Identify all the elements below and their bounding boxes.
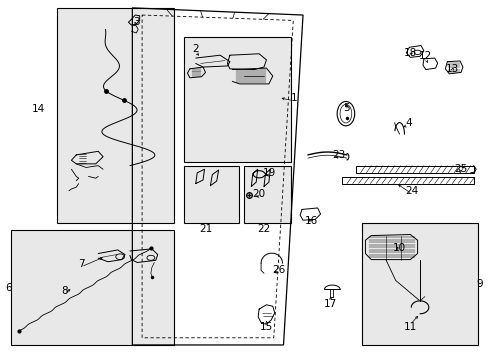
Text: 11: 11: [403, 322, 416, 332]
Text: 8: 8: [61, 286, 67, 296]
Text: 16: 16: [305, 216, 318, 226]
Text: 4: 4: [404, 118, 411, 128]
Text: 20: 20: [252, 189, 265, 199]
Text: 10: 10: [392, 243, 406, 253]
Text: 21: 21: [199, 225, 212, 234]
Text: 26: 26: [271, 265, 285, 275]
Bar: [11, 230, 173, 345]
Text: 25: 25: [453, 164, 467, 174]
Text: 15: 15: [260, 322, 273, 332]
Text: 12: 12: [418, 51, 431, 61]
Bar: [355, 166, 473, 173]
Text: 23: 23: [332, 150, 345, 160]
Bar: [183, 37, 290, 162]
Text: 2: 2: [192, 44, 199, 54]
Text: 24: 24: [405, 186, 418, 197]
Text: 17: 17: [323, 299, 336, 309]
Text: 3: 3: [133, 17, 139, 27]
Bar: [57, 8, 173, 223]
Text: 18: 18: [403, 48, 416, 58]
Text: 1: 1: [290, 93, 297, 103]
Text: 6: 6: [5, 283, 12, 293]
Text: 22: 22: [257, 225, 270, 234]
Text: 9: 9: [475, 279, 482, 289]
Bar: [341, 177, 473, 184]
Bar: [183, 166, 238, 223]
Text: 5: 5: [343, 103, 349, 113]
Text: 19: 19: [263, 168, 276, 178]
Bar: [361, 223, 477, 345]
Text: 14: 14: [32, 104, 45, 114]
Bar: [243, 166, 290, 223]
Text: 13: 13: [445, 64, 458, 74]
Text: 7: 7: [78, 259, 84, 269]
